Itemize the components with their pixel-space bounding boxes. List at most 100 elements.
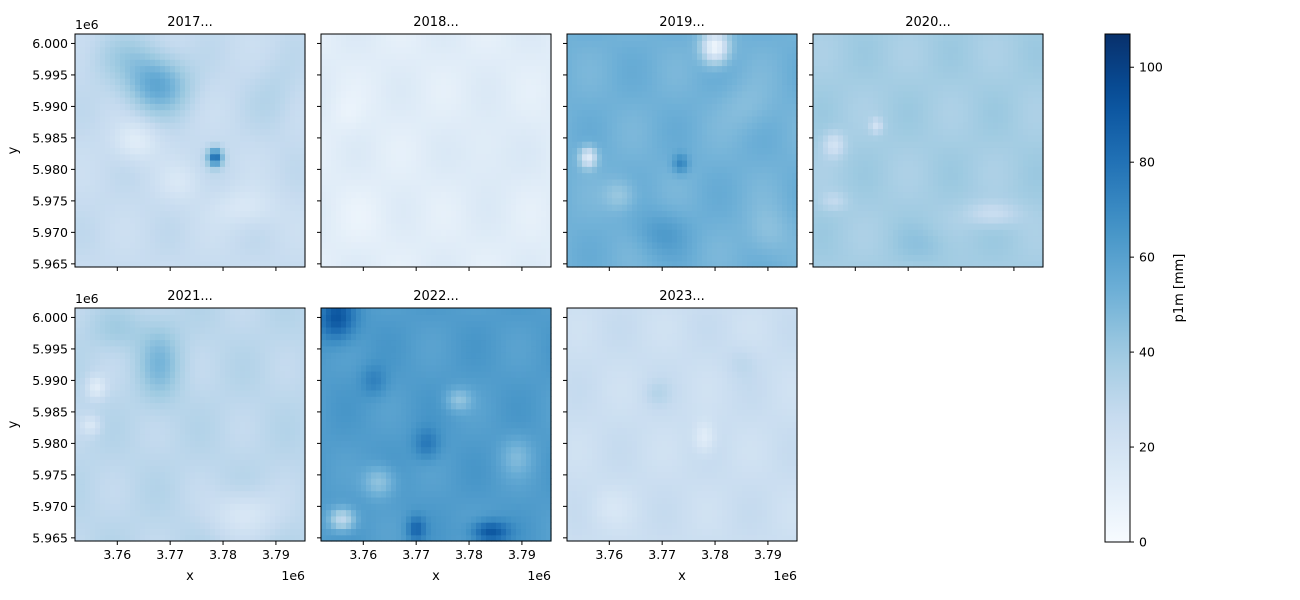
heat-cell [175, 103, 181, 111]
heat-cell [205, 134, 211, 142]
heat-cell [677, 178, 683, 186]
heat-cell [466, 147, 472, 155]
heat-cell [285, 59, 291, 67]
heat-cell [647, 65, 653, 73]
heat-cell [526, 248, 532, 256]
heat-cell [421, 229, 427, 237]
heat-cell [90, 204, 96, 211]
heat-cell [627, 52, 633, 60]
heat-cell [250, 40, 256, 48]
heat-cell [100, 172, 106, 180]
heat-cell [190, 191, 196, 199]
heat-cell [115, 235, 121, 243]
heat-cell [125, 115, 131, 123]
heat-cell [175, 197, 181, 205]
heat-cell [331, 166, 337, 174]
heat-cell [331, 78, 337, 85]
heat-cell [486, 59, 492, 67]
heat-cell [376, 134, 382, 142]
heat-cell [205, 222, 211, 230]
heat-cell [677, 222, 683, 230]
heat-cell [185, 178, 191, 186]
heat-cell [446, 172, 452, 180]
heat-cell [321, 84, 327, 92]
heat-cell [270, 90, 276, 98]
heat-cell [115, 34, 121, 41]
heat-cell [190, 235, 196, 243]
heat-cell [225, 248, 231, 256]
heat-cell [677, 96, 683, 104]
heat-cell [275, 90, 281, 98]
heat-cell [110, 59, 116, 67]
heat-cell [235, 122, 241, 130]
heat-cell [662, 90, 668, 98]
heat-cell [120, 216, 126, 224]
heat-cell [572, 147, 578, 155]
heat-cell [577, 241, 583, 249]
heat-cell [321, 96, 327, 104]
heat-cell [190, 90, 196, 98]
heat-cell [707, 172, 713, 180]
heat-cell [632, 204, 638, 211]
heat-cell [476, 78, 482, 85]
heat-cell [486, 197, 492, 205]
heat-cell [361, 210, 367, 218]
heat-cell [486, 46, 492, 54]
heat-cell [702, 191, 708, 199]
heat-cell [431, 185, 437, 193]
heat-cell [717, 210, 723, 218]
heat-cell [85, 229, 91, 237]
heat-cell [265, 204, 271, 211]
heat-cell [662, 204, 668, 211]
heat-cell [792, 78, 798, 85]
heat-cell [135, 185, 141, 193]
heat-cell [195, 260, 201, 268]
heat-cell [130, 197, 136, 205]
heat-cell [255, 40, 261, 48]
heat-cell [622, 52, 628, 60]
heat-cell [667, 141, 673, 148]
heat-cell [260, 260, 266, 268]
heat-cell [451, 216, 457, 224]
heat-cell [486, 260, 492, 268]
heat-cell [536, 222, 542, 230]
heat-cell [125, 109, 131, 117]
heat-cell [572, 96, 578, 104]
heat-cell [486, 147, 492, 155]
heat-cell [662, 65, 668, 73]
heat-cell [125, 248, 131, 256]
heat-cell [777, 71, 783, 79]
heat-cell [386, 185, 392, 193]
heat-cell [145, 103, 151, 111]
heat-cell [466, 216, 472, 224]
heat-cell [697, 229, 703, 237]
heat-cell [245, 40, 251, 48]
heat-cell [582, 185, 588, 193]
heat-cell [341, 34, 347, 41]
heat-cell [752, 216, 758, 224]
heat-cell [446, 52, 452, 60]
heat-cell [647, 178, 653, 186]
heat-cell [110, 147, 116, 155]
heat-cell [451, 84, 457, 92]
heat-cell [346, 260, 352, 268]
heat-cell [411, 78, 417, 85]
heat-cell [270, 210, 276, 218]
heat-cell [215, 222, 221, 230]
heat-cell [531, 191, 537, 199]
heat-cell [180, 260, 186, 268]
heat-cell [692, 109, 698, 117]
heat-cell [105, 241, 111, 249]
heat-cell [326, 210, 332, 218]
heat-cell [205, 141, 211, 148]
heat-cell [466, 65, 472, 73]
heat-cell [787, 260, 793, 268]
heat-cell [592, 71, 598, 79]
heat-cell [627, 147, 633, 155]
heat-cell [702, 185, 708, 193]
heat-cell [175, 191, 181, 199]
heat-cell [180, 122, 186, 130]
heat-cell [747, 122, 753, 130]
heat-cell [270, 191, 276, 199]
heat-cell [607, 109, 613, 117]
